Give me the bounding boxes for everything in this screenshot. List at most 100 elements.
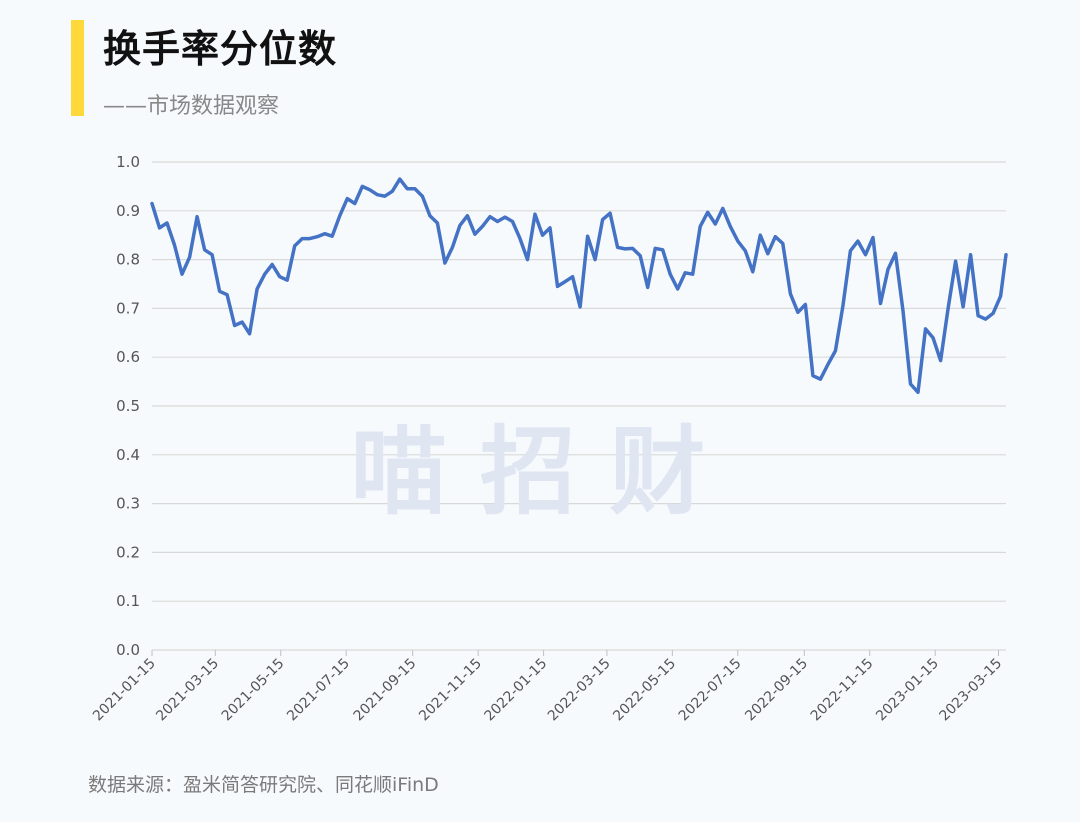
page-subtitle: ——市场数据观察 xyxy=(103,94,280,119)
data-point xyxy=(428,214,432,217)
x-tick-label: 2021-03-15 xyxy=(153,656,222,725)
data-point xyxy=(946,307,950,310)
y-tick-label: 0.4 xyxy=(116,446,140,464)
data-point xyxy=(436,221,439,225)
data-point xyxy=(646,286,649,289)
data-point xyxy=(608,212,612,215)
y-tick-label: 0.7 xyxy=(116,299,140,317)
data-point xyxy=(834,349,837,353)
x-tick-label: 2021-01-15 xyxy=(90,656,159,725)
data-point xyxy=(811,374,815,377)
data-point xyxy=(451,246,454,249)
y-tick-label: 1.0 xyxy=(116,153,140,171)
data-point xyxy=(721,207,724,210)
x-tick-label: 2022-05-15 xyxy=(610,656,679,725)
data-point xyxy=(819,378,822,381)
data-point xyxy=(856,239,860,243)
data-point xyxy=(924,327,927,331)
y-axis-ticks: 0.0 0.1 0.2 0.3 0.4 0.5 0.6 0.7 0.8 0.9 1.0 xyxy=(116,153,140,659)
data-point xyxy=(864,253,867,256)
data-point xyxy=(654,247,657,250)
data-point xyxy=(391,190,394,193)
data-point xyxy=(368,188,371,191)
data-point xyxy=(751,270,754,273)
data-point xyxy=(601,218,604,221)
data-point xyxy=(706,211,709,214)
data-point xyxy=(1004,253,1008,256)
data-point xyxy=(533,213,537,216)
title-accent-bar xyxy=(71,20,84,116)
data-point xyxy=(616,246,619,249)
data-point xyxy=(331,235,334,238)
x-tick-label: 2021-09-15 xyxy=(351,656,420,725)
data-point xyxy=(999,295,1002,298)
data-point xyxy=(173,243,176,247)
data-point xyxy=(781,242,784,245)
data-point xyxy=(691,273,694,276)
data-point xyxy=(301,237,304,240)
data-point xyxy=(796,311,800,314)
data-point xyxy=(248,332,251,335)
data-point xyxy=(961,305,965,309)
data-point xyxy=(676,287,679,291)
x-tick-label: 2022-01-15 xyxy=(482,656,551,725)
data-point xyxy=(195,215,199,218)
y-tick-label: 0.0 xyxy=(116,641,140,659)
data-point xyxy=(158,226,161,230)
x-tick-label: 2022-07-15 xyxy=(676,656,745,725)
data-point xyxy=(661,248,664,251)
y-tick-label: 0.6 xyxy=(116,348,140,366)
data-point xyxy=(639,254,642,257)
data-source-note: 数据来源：盈米简答研究院、同花顺iFinD xyxy=(88,774,439,796)
data-point xyxy=(361,185,364,188)
data-point xyxy=(593,258,597,261)
x-tick-label: 2023-01-15 xyxy=(873,656,942,725)
y-tick-label: 0.2 xyxy=(116,543,140,561)
data-point xyxy=(984,317,987,321)
data-point xyxy=(991,312,995,315)
data-point xyxy=(353,202,356,205)
y-tick-label: 0.5 xyxy=(116,397,140,415)
data-point xyxy=(744,249,747,252)
data-point xyxy=(939,359,942,362)
data-point xyxy=(849,249,852,252)
x-tick-label: 2022-11-15 xyxy=(808,656,877,725)
data-point xyxy=(443,261,447,265)
data-point xyxy=(894,252,897,255)
data-point xyxy=(526,258,529,261)
x-tick-label: 2022-09-15 xyxy=(742,656,811,725)
data-point xyxy=(278,275,281,278)
data-point xyxy=(714,222,717,226)
data-point xyxy=(188,256,191,259)
data-point xyxy=(669,273,672,276)
data-point xyxy=(699,225,702,228)
data-point xyxy=(180,273,184,276)
data-point xyxy=(165,221,169,225)
data-point xyxy=(631,247,634,250)
data-point xyxy=(263,273,266,276)
series-layer xyxy=(150,177,1008,395)
watermark-text: 喵 招 财 xyxy=(351,416,706,528)
data-point xyxy=(871,236,875,239)
x-axis-ticks: 2021-01-152021-03-152021-05-152021-07-15… xyxy=(90,650,1005,724)
data-point xyxy=(316,235,319,238)
data-point xyxy=(383,195,386,198)
data-point xyxy=(271,263,274,266)
data-point xyxy=(458,224,462,227)
data-point xyxy=(240,320,244,324)
data-point xyxy=(511,220,514,223)
data-point xyxy=(571,275,574,278)
data-point xyxy=(976,314,980,317)
data-point xyxy=(954,259,957,263)
x-tick-label: 2023-03-15 xyxy=(936,656,1005,725)
data-point xyxy=(466,214,469,217)
data-point xyxy=(969,253,972,256)
data-point xyxy=(406,187,409,190)
data-point xyxy=(901,309,905,312)
data-point xyxy=(225,293,229,296)
data-point xyxy=(398,177,401,181)
data-point xyxy=(556,285,559,288)
data-point xyxy=(308,237,311,240)
y-tick-label: 0.9 xyxy=(116,202,140,220)
